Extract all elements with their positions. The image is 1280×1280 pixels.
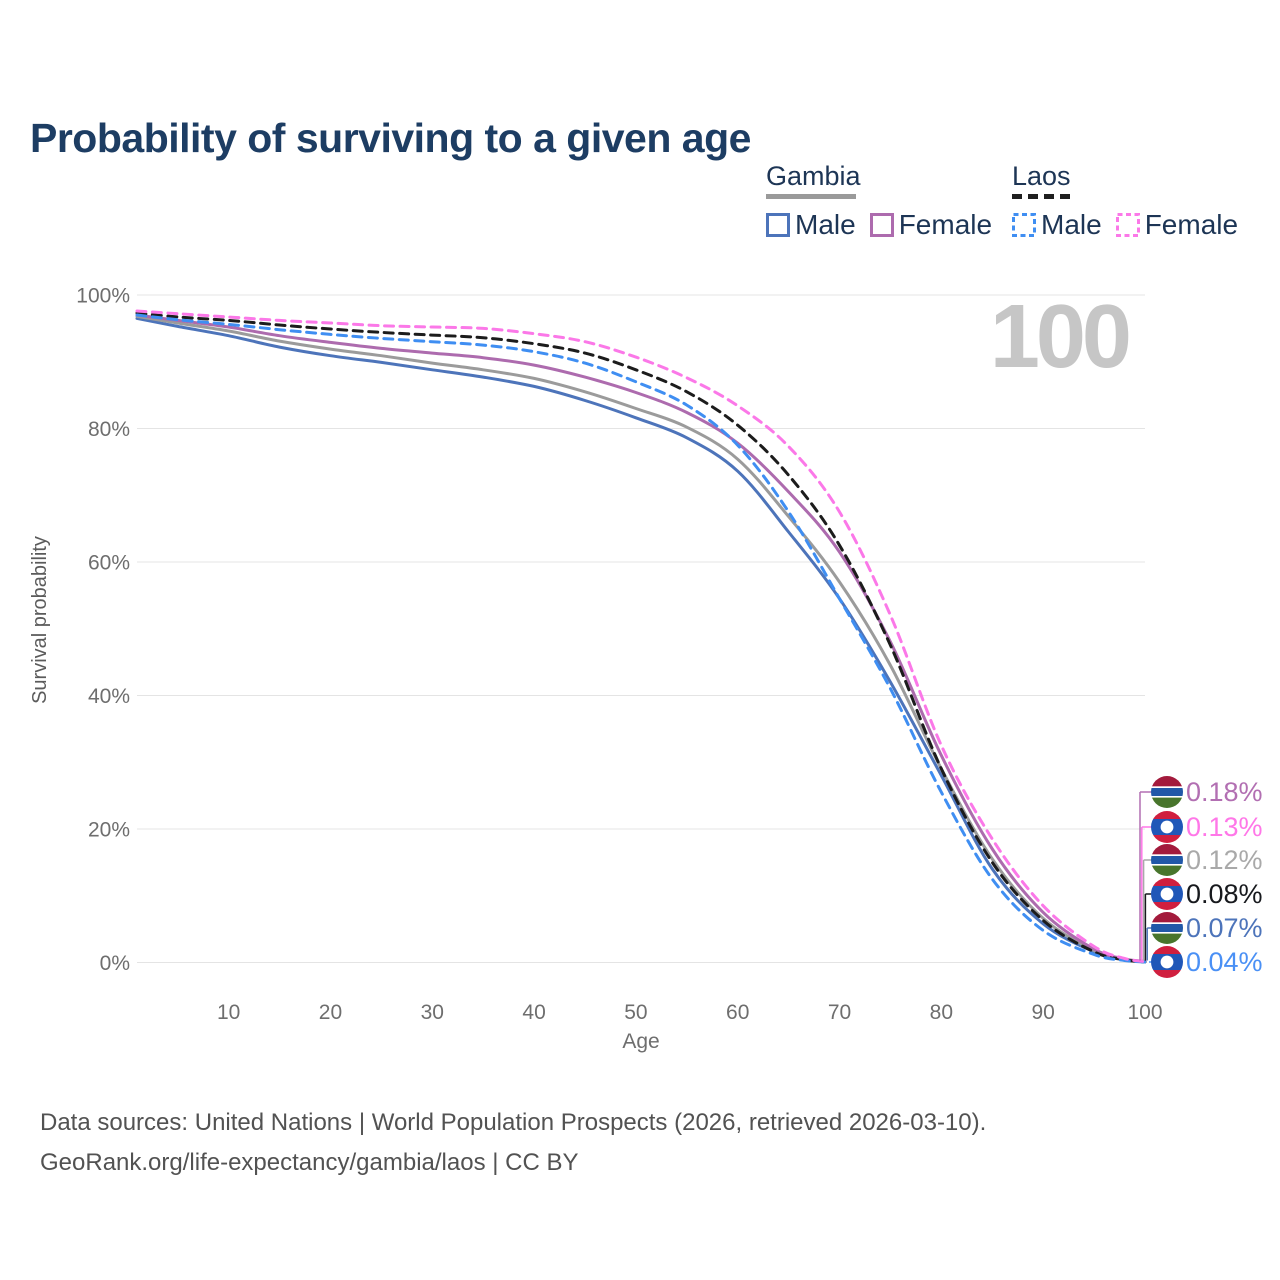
legend-item-label: Female	[1144, 209, 1239, 240]
end-value-label: 0.08%	[1186, 879, 1263, 909]
end-value-label: 0.13%	[1186, 812, 1263, 842]
y-tick-label: 20%	[88, 819, 130, 842]
y-tick-label: 80%	[88, 418, 130, 441]
legend-item-label: Female	[898, 209, 993, 240]
y-axis-title: Survival probability	[29, 536, 51, 704]
laos-flag-icon	[1151, 878, 1183, 910]
x-axis-title: Age	[622, 1030, 659, 1053]
legend-item-laos-male[interactable]: Male	[1012, 211, 1102, 239]
end-label-row-laos-male[interactable]: 0.04%	[1186, 947, 1263, 977]
y-tick-label: 60%	[88, 552, 130, 575]
legend-item-label: Male	[795, 209, 856, 240]
end-label-row-laos[interactable]: 0.08%	[1186, 879, 1263, 909]
x-tick-label: 40	[522, 1001, 545, 1024]
solid-square-swatch-icon	[766, 213, 790, 237]
footer-data-sources: Data sources: United Nations | World Pop…	[40, 1109, 987, 1136]
series-line-gambia-female[interactable]	[135, 313, 1147, 963]
laos-flag-icon	[1151, 946, 1183, 978]
legend-item-label: Male	[1041, 209, 1102, 240]
series-line-laos[interactable]	[135, 311, 1147, 964]
series-line-gambia[interactable]	[135, 314, 1147, 964]
series-line-laos-female[interactable]	[135, 309, 1147, 964]
end-value-label: 0.18%	[1186, 777, 1263, 807]
end-label-row-laos-female[interactable]: 0.13%	[1186, 812, 1263, 842]
x-tick-label: 80	[930, 1001, 953, 1024]
legend-item-gambia-male[interactable]: Male	[766, 211, 856, 239]
end-label-row-gambia-male[interactable]: 0.07%	[1186, 913, 1263, 943]
end-value-label: 0.04%	[1186, 947, 1263, 977]
end-label-row-gambia-female[interactable]: 0.18%	[1186, 777, 1263, 807]
y-tick-label: 100%	[76, 285, 130, 308]
legend-group-laos: Laos Male Female	[1012, 162, 1238, 239]
series-line-laos-male[interactable]	[135, 313, 1147, 964]
laos-flag-icon	[1151, 811, 1183, 843]
solid-square-swatch-icon	[869, 213, 894, 237]
legend-item-gambia-female[interactable]: Female	[869, 209, 993, 240]
series-line-gambia-male[interactable]	[135, 316, 1147, 964]
end-value-label: 0.07%	[1186, 913, 1263, 943]
x-tick-label: 30	[421, 1001, 444, 1024]
legend-group-laos-label: Laos	[1012, 161, 1071, 191]
x-tick-label: 60	[726, 1001, 749, 1024]
legend-group-gambia-label: Gambia	[766, 161, 861, 191]
end-value-label: 0.12%	[1186, 845, 1263, 875]
end-label-row-gambia[interactable]: 0.12%	[1186, 845, 1263, 875]
gambia-flag-icon	[1151, 912, 1183, 944]
x-tick-label: 10	[217, 1001, 240, 1024]
footer: Data sources: United Nations | World Pop…	[40, 1103, 986, 1183]
x-tick-label: 100	[1127, 1001, 1162, 1024]
legend-dashed-line-swatch	[1012, 194, 1070, 199]
page-title: Probability of surviving to a given age	[30, 115, 751, 162]
gambia-flag-icon	[1151, 776, 1183, 808]
gambia-flag-icon	[1151, 844, 1183, 876]
dashed-square-swatch-icon	[1115, 213, 1140, 237]
footer-link: GeoRank.org/life-expectancy/gambia/laos …	[40, 1149, 579, 1176]
x-tick-label: 50	[624, 1001, 647, 1024]
y-tick-label: 0%	[100, 952, 130, 975]
x-tick-label: 90	[1032, 1001, 1055, 1024]
x-tick-label: 20	[319, 1001, 342, 1024]
legend-item-laos-female[interactable]: Female	[1115, 209, 1239, 240]
x-tick-label: 70	[828, 1001, 851, 1024]
legend-group-gambia: Gambia Male Female	[766, 162, 992, 239]
age-watermark: 100	[989, 287, 1132, 387]
y-tick-label: 40%	[88, 685, 130, 708]
dashed-square-swatch-icon	[1012, 213, 1036, 237]
legend-solid-line-swatch	[766, 194, 856, 199]
